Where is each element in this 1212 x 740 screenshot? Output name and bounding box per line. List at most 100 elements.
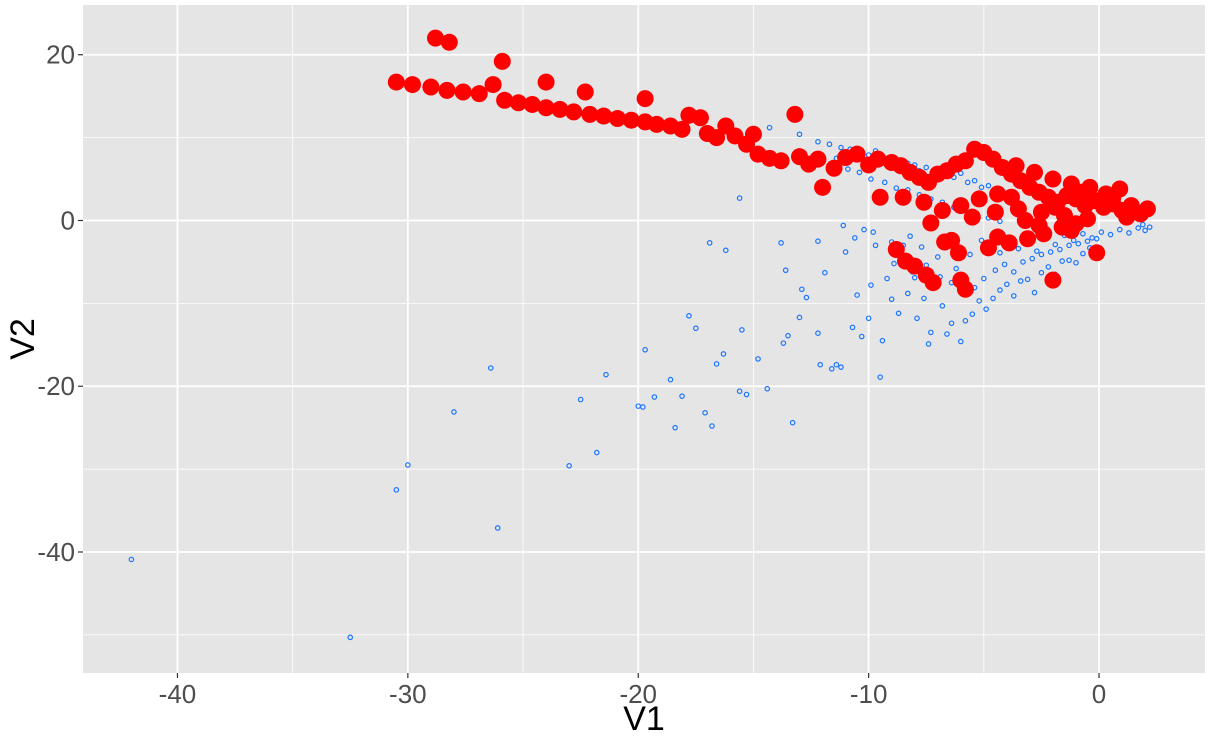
blue-point xyxy=(640,404,646,410)
red-point xyxy=(970,190,988,208)
red-point xyxy=(387,73,405,91)
red-point-series xyxy=(387,29,1156,298)
red-point xyxy=(496,91,514,109)
blue-point xyxy=(985,182,992,189)
blue-point xyxy=(593,449,600,456)
blue-point xyxy=(1029,255,1036,262)
blue-point xyxy=(799,286,805,293)
blue-point xyxy=(789,419,796,426)
red-point xyxy=(848,145,866,163)
red-point xyxy=(869,150,887,168)
red-point xyxy=(986,203,1004,221)
blue-point xyxy=(923,164,930,171)
blue-point xyxy=(838,364,844,370)
y-tick-label: 20 xyxy=(46,40,75,70)
blue-point xyxy=(1004,281,1010,288)
red-point xyxy=(691,109,709,127)
blue-point xyxy=(566,463,572,469)
blue-point xyxy=(693,325,699,332)
blue-point xyxy=(672,424,678,431)
red-point xyxy=(537,99,555,117)
red-point xyxy=(809,150,827,168)
blue-point xyxy=(642,346,648,353)
red-point xyxy=(565,103,583,121)
blue-point xyxy=(1024,276,1031,283)
blue-point xyxy=(1075,240,1082,247)
blue-point xyxy=(1017,278,1024,284)
red-point xyxy=(1000,234,1018,252)
red-point xyxy=(887,240,905,258)
blue-point xyxy=(1139,221,1146,228)
blue-point xyxy=(785,332,791,339)
red-point xyxy=(648,115,666,133)
blue-point xyxy=(934,254,941,260)
red-point xyxy=(922,214,940,232)
red-point xyxy=(537,73,555,91)
blue-point xyxy=(1066,242,1072,249)
blue-point xyxy=(1098,229,1105,235)
blue-point xyxy=(854,292,860,298)
red-point xyxy=(523,95,541,113)
x-tick-label: -10 xyxy=(850,679,888,709)
blue-point xyxy=(1126,230,1132,236)
red-point xyxy=(825,159,843,177)
y-tick-label: -20 xyxy=(37,371,75,401)
blue-point xyxy=(1093,235,1100,242)
blue-point xyxy=(978,237,985,244)
y-axis-title: V2 xyxy=(4,318,42,360)
blue-point xyxy=(1116,226,1123,233)
blue-point xyxy=(679,393,685,399)
red-point xyxy=(576,83,594,101)
red-point xyxy=(1062,221,1080,239)
blue-point xyxy=(964,179,971,186)
blue-point xyxy=(1057,246,1063,253)
blue-point xyxy=(1059,258,1065,264)
blue-point xyxy=(918,244,925,250)
blue-point xyxy=(939,303,946,309)
blue-point xyxy=(997,287,1003,293)
y-tick-label: 0 xyxy=(61,205,75,235)
red-point xyxy=(403,76,421,94)
blue-point xyxy=(817,361,824,368)
red-point xyxy=(924,274,942,292)
red-point xyxy=(1019,230,1037,248)
red-point xyxy=(440,33,458,51)
red-point xyxy=(1044,271,1062,289)
blue-point xyxy=(911,274,918,281)
blue-point xyxy=(849,324,856,331)
blue-point xyxy=(713,361,720,367)
blue-point xyxy=(1047,249,1054,255)
red-point xyxy=(956,152,974,170)
blue-point xyxy=(992,267,999,274)
y-tick-label: -40 xyxy=(37,537,75,567)
blue-point xyxy=(1146,224,1153,230)
red-point xyxy=(949,244,967,262)
red-point xyxy=(943,231,961,249)
blue-point xyxy=(891,260,897,267)
blue-point xyxy=(1034,248,1040,254)
blue-point xyxy=(1031,289,1038,296)
blue-point xyxy=(879,337,886,344)
red-point xyxy=(1026,163,1044,181)
red-point xyxy=(814,178,832,196)
red-point xyxy=(622,111,640,129)
blue-point xyxy=(870,229,877,235)
blue-point xyxy=(706,240,713,246)
blue-point xyxy=(1080,230,1086,237)
blue-point xyxy=(702,409,708,416)
blue-point xyxy=(833,361,840,368)
blue-point xyxy=(1107,231,1114,238)
blue-point xyxy=(868,176,874,182)
blue-point xyxy=(722,247,729,254)
blue-point xyxy=(990,295,996,302)
blue-point xyxy=(953,265,959,272)
red-point xyxy=(989,185,1007,203)
blue-point xyxy=(826,141,833,148)
blue-point xyxy=(1015,245,1022,252)
blue-point xyxy=(1135,225,1141,231)
x-tick-label: -20 xyxy=(619,679,657,709)
blue-point xyxy=(1038,251,1045,258)
red-point xyxy=(636,90,654,108)
blue-point xyxy=(881,179,888,186)
